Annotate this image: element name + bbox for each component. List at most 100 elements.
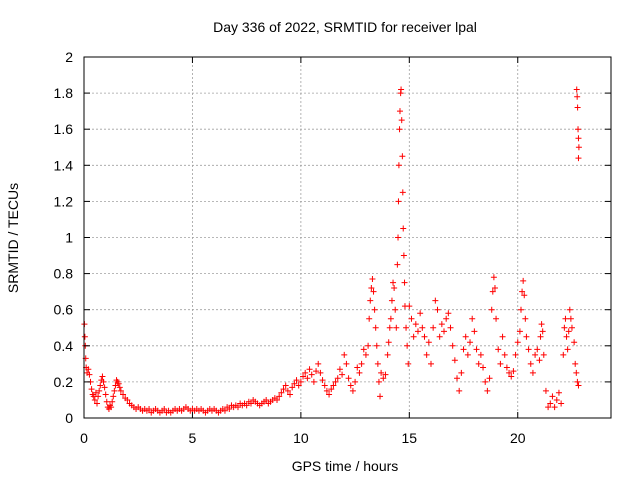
data-point (404, 342, 411, 349)
data-point (482, 378, 489, 385)
data-point (539, 328, 546, 335)
data-point (282, 382, 289, 389)
data-point (523, 333, 530, 340)
data-point (108, 404, 115, 411)
data-point (263, 396, 270, 403)
data-point (390, 279, 397, 286)
data-point (373, 342, 380, 349)
data-point (538, 321, 545, 328)
data-point (490, 274, 497, 281)
data-point (354, 364, 361, 371)
x-tick-label: 10 (293, 430, 309, 446)
data-point (445, 310, 452, 317)
data-point (343, 360, 350, 367)
data-point (423, 351, 430, 358)
data-point (545, 404, 552, 411)
data-point (115, 380, 122, 387)
data-point (280, 386, 287, 393)
data-point (417, 310, 424, 317)
data-point (449, 342, 456, 349)
data-point (563, 333, 570, 340)
data-point (365, 342, 372, 349)
data-point (567, 315, 574, 322)
data-point (110, 393, 117, 400)
data-point (399, 189, 406, 196)
data-point (438, 321, 445, 328)
data-point (447, 324, 454, 331)
data-point (566, 306, 573, 313)
data-point (315, 360, 322, 367)
data-point (540, 351, 547, 358)
data-point (321, 382, 328, 389)
data-point (102, 391, 109, 398)
data-point (278, 389, 285, 396)
data-point (480, 364, 487, 371)
data-point (489, 288, 496, 295)
data-point (302, 369, 309, 376)
data-point (360, 346, 367, 353)
data-point (454, 375, 461, 382)
data-point (551, 404, 558, 411)
data-point (323, 387, 330, 394)
data-point (575, 144, 582, 151)
data-point (510, 368, 517, 375)
data-point (396, 126, 403, 133)
data-point (384, 351, 391, 358)
data-point (432, 297, 439, 304)
data-point (358, 360, 365, 367)
y-tick-label: 1 (65, 230, 73, 246)
data-point (368, 285, 375, 292)
data-point (146, 405, 153, 412)
data-point (371, 306, 378, 313)
data-point (497, 360, 504, 367)
data-point (414, 328, 421, 335)
data-point (101, 384, 108, 391)
data-point (508, 373, 515, 380)
data-point (561, 324, 568, 331)
data-point (451, 357, 458, 364)
data-point (112, 382, 119, 389)
data-point (571, 339, 578, 346)
data-point (512, 351, 519, 358)
data-point (124, 396, 131, 403)
data-point (313, 368, 320, 375)
data-point (295, 382, 302, 389)
data-point (94, 400, 101, 407)
data-point (441, 328, 448, 335)
data-point (372, 324, 379, 331)
data-point (521, 292, 528, 299)
data-point (396, 108, 403, 115)
data-point (100, 378, 107, 385)
data-point (341, 351, 348, 358)
data-point (395, 198, 402, 205)
y-tick-label: 0.6 (54, 302, 74, 318)
data-point (111, 387, 118, 394)
data-point (347, 382, 354, 389)
x-axis-label: GPS time / hours (292, 458, 399, 474)
data-point (484, 387, 491, 394)
data-point (387, 315, 394, 322)
data-point (565, 328, 572, 335)
data-point (103, 398, 110, 405)
data-point (473, 346, 480, 353)
data-point (382, 371, 389, 378)
data-point (467, 339, 474, 346)
data-point (574, 93, 581, 100)
data-point (226, 405, 233, 412)
data-point (377, 393, 384, 400)
data-point (575, 135, 582, 142)
data-point (400, 252, 407, 259)
data-point (443, 315, 450, 322)
data-point (430, 324, 437, 331)
data-point (317, 369, 324, 376)
data-point (386, 324, 393, 331)
data-point (378, 369, 385, 376)
data-point (555, 389, 562, 396)
data-point (380, 375, 387, 382)
data-point (293, 377, 300, 384)
data-point (503, 364, 510, 371)
data-point (274, 396, 281, 403)
data-point (96, 387, 103, 394)
data-point (391, 285, 398, 292)
